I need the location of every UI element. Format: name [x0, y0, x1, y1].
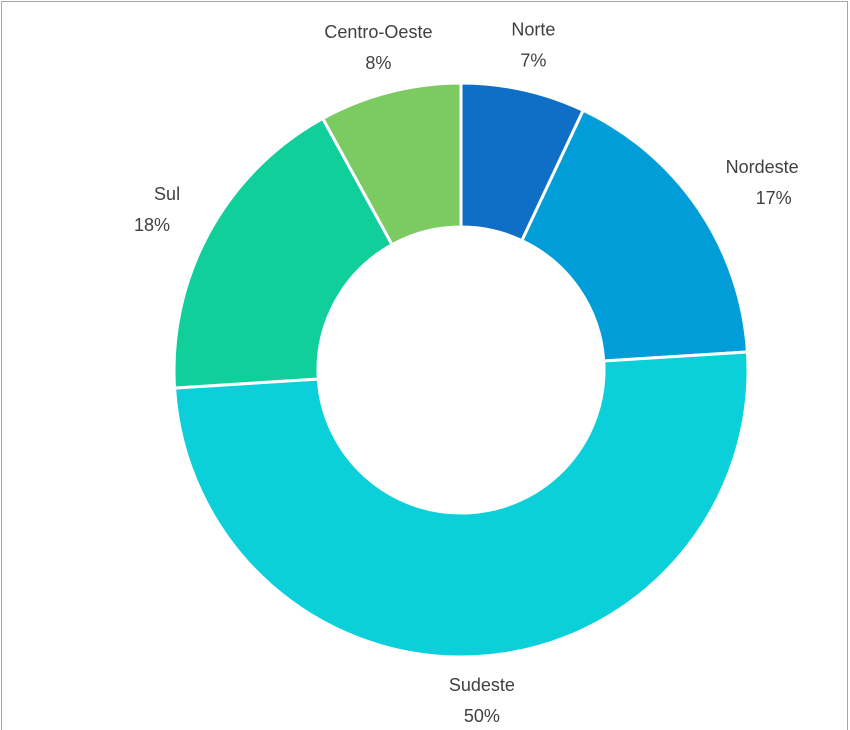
donut-slice — [172, 350, 750, 659]
value-label: 17% — [756, 188, 792, 208]
donut-slice — [172, 116, 395, 390]
value-label: 50% — [464, 706, 500, 726]
value-label: 18% — [134, 215, 170, 235]
value-label: 7% — [520, 51, 546, 71]
donut-slice — [519, 108, 750, 363]
value-label: 8% — [365, 53, 391, 73]
category-label: Sudeste — [449, 675, 515, 695]
category-label: Sul — [154, 184, 180, 204]
donut-slice — [320, 81, 463, 247]
category-label: Nordeste — [726, 157, 799, 177]
category-label: Norte — [511, 20, 555, 40]
category-label: Centro-Oeste — [324, 22, 432, 42]
